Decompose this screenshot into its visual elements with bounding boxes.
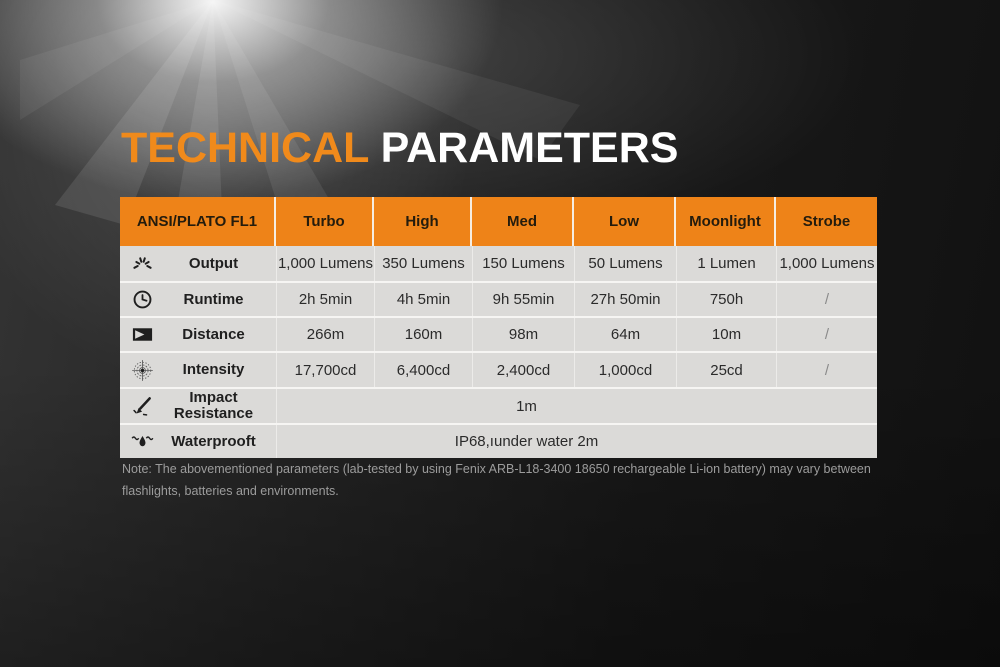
value-cell: 750h: [676, 283, 776, 316]
spec-table-header-row: ANSI/PLATO FL1 Turbo High Med Low Moonlight St…: [120, 197, 877, 246]
footnote: Note: The abovementioned parameters (lab…: [122, 458, 902, 502]
row-label: Distance: [182, 325, 245, 343]
value-cell: 350 Lumens: [374, 246, 472, 281]
spec-row-impact-resistance: Impact Resistance 1m: [120, 387, 877, 423]
value-cell: 27h 50min: [574, 283, 676, 316]
spec-row-distance: Distance 266m 160m 98m 64m 10m /: [120, 316, 877, 351]
footnote-line-2: flashlights, batteries and environments.: [122, 484, 339, 498]
spec-table-body: Output 1,000 Lumens 350 Lumens 150 Lumens 50…: [120, 246, 877, 458]
impact-arrow-icon: [129, 394, 155, 418]
value-cell: 150 Lumens: [472, 246, 574, 281]
row-label: Runtime: [183, 290, 244, 308]
footnote-line-1: Note: The abovementioned parameters (lab…: [122, 462, 871, 476]
value-cell-merged: IP68,ıunder water 2m: [276, 425, 776, 458]
row-label-cell: Waterprooft: [120, 425, 276, 458]
value-cell: 1 Lumen: [676, 246, 776, 281]
output-rays-icon: [129, 252, 155, 276]
intensity-target-icon: [129, 358, 155, 382]
value-cell: 10m: [676, 318, 776, 351]
distance-beam-icon: [129, 323, 155, 347]
waterproof-drop-icon: [129, 430, 155, 454]
row-label: Intensity: [182, 361, 245, 378]
value-cell: 2,400cd: [472, 353, 574, 387]
row-label: Waterprooft: [171, 432, 256, 450]
value-cell: 1,000cd: [574, 353, 676, 387]
value-cell: 9h 55min: [472, 283, 574, 316]
header-cell-strobe: Strobe: [802, 213, 851, 230]
spec-table: ANSI/PLATO FL1 Turbo High Med Low Moonlight St…: [120, 197, 877, 458]
spec-row-waterprooft: Waterprooft IP68,ıunder water 2m: [120, 423, 877, 458]
row-label-cell: Output: [120, 246, 276, 281]
row-label: Impact Resistance: [173, 389, 254, 422]
value-cell-merged: 1m: [276, 389, 776, 423]
page-title: TECHNICAL PARAMETERS: [121, 124, 678, 173]
spec-row-intensity: Intensity 17,700cd 6,400cd 2,400cd 1,000cd 25…: [120, 351, 877, 387]
header-cell-high: High: [374, 197, 472, 246]
header-cell-ansi-plato-fl1: ANSI/PLATO FL1: [120, 197, 276, 246]
value-cell: 25cd: [676, 353, 776, 387]
page-title-accent: TECHNICAL: [121, 124, 369, 172]
value-cell: 98m: [472, 318, 574, 351]
value-cell: 1,000 Lumens: [776, 246, 877, 281]
value-cell: /: [776, 318, 877, 351]
value-cell: 2h 5min: [276, 283, 374, 316]
value-cell: 64m: [574, 318, 676, 351]
value-cell: 160m: [374, 318, 472, 351]
row-label-cell: Intensity: [120, 353, 276, 387]
row-label-cell: Runtime: [120, 283, 276, 316]
value-cell: 50 Lumens: [574, 246, 676, 281]
runtime-clock-icon: [129, 288, 155, 312]
value-cell: /: [776, 283, 877, 316]
header-cell-moonlight: Moonlight: [676, 197, 776, 246]
value-cell: 266m: [276, 318, 374, 351]
value-cell: /: [776, 353, 877, 387]
header-cell-turbo: Turbo: [276, 197, 374, 246]
row-label-cell: Distance: [120, 318, 276, 351]
header-cell-med: Med: [472, 197, 574, 246]
spec-row-runtime: Runtime 2h 5min 4h 5min 9h 55min 27h 50min 75…: [120, 281, 877, 316]
page-title-rest: PARAMETERS: [368, 124, 679, 172]
header-cell-low: Low: [574, 197, 676, 246]
value-cell: 1,000 Lumens: [276, 246, 374, 281]
value-cell: 6,400cd: [374, 353, 472, 387]
value-cell: 4h 5min: [374, 283, 472, 316]
row-label-cell: Impact Resistance: [120, 389, 276, 423]
value-cell: 17,700cd: [276, 353, 374, 387]
spec-row-output: Output 1,000 Lumens 350 Lumens 150 Lumens 50…: [120, 246, 877, 281]
row-label: Output: [188, 254, 239, 272]
